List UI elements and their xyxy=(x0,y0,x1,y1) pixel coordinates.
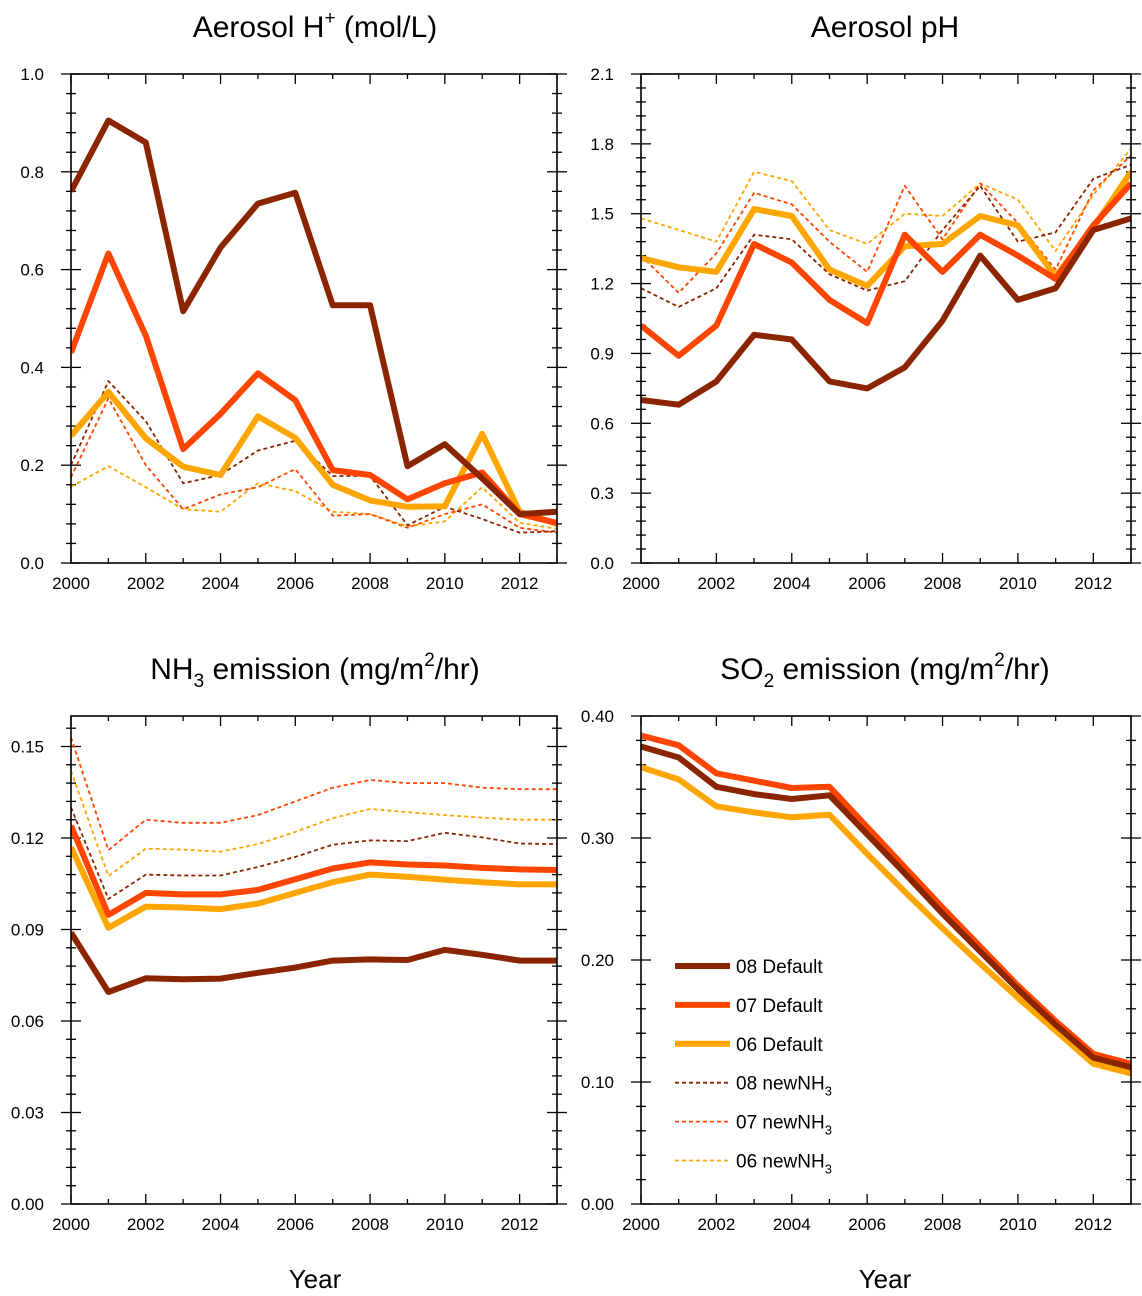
y-tick-label: 0.6 xyxy=(590,414,614,433)
y-tick-label: 0.6 xyxy=(20,261,44,280)
y-tick-label: 0.2 xyxy=(20,456,44,475)
series-group xyxy=(71,737,557,992)
x-tick-label: 2004 xyxy=(773,574,811,593)
y-tick-label: 0.8 xyxy=(20,163,44,182)
tick-marks xyxy=(631,716,1141,1204)
x-tick-label: 2004 xyxy=(202,1215,240,1234)
legend-item: 07 Default xyxy=(675,996,823,1017)
legend-item: 07 newNH3 xyxy=(675,1113,832,1138)
legend-label: 07 Default xyxy=(736,996,823,1017)
legend-item: 08 newNH3 xyxy=(675,1074,832,1099)
y-tick-label: 0.30 xyxy=(581,829,614,848)
x-tick-label: 2008 xyxy=(351,1215,389,1234)
x-tick-label: 2010 xyxy=(426,1215,464,1234)
series-line-08-default xyxy=(71,121,557,515)
x-tick-label: 2012 xyxy=(501,1215,539,1234)
x-tick-label: 2012 xyxy=(1074,574,1112,593)
x-axis-label-so2: Year xyxy=(859,1264,912,1294)
legend-item: 06 Default xyxy=(675,1035,823,1056)
y-tick-label: 0.0 xyxy=(590,554,614,573)
panel-nh3-emission: 2000 2002 2004 2006 2008 2010 2012 0.00 0.03 0.06… xyxy=(11,716,567,1234)
y-tick-label: 0.03 xyxy=(11,1104,44,1123)
x-tick-label: 2002 xyxy=(697,574,735,593)
x-tick-label: 2010 xyxy=(999,1215,1037,1234)
legend: 08 Default 07 Default 06 Default 08 newNH3 0… xyxy=(675,957,832,1177)
panel-so2-emission: 2000 2002 2004 2006 2008 2010 2012 0.00 0.10 0.20… xyxy=(581,707,1141,1234)
x-tick-label: 2006 xyxy=(848,574,886,593)
series-group xyxy=(71,121,557,533)
plot-frame xyxy=(641,716,1131,1204)
y-tick-label: 0.9 xyxy=(590,344,614,363)
legend-label: 06 Default xyxy=(736,1035,823,1056)
x-tick-label: 2002 xyxy=(127,1215,165,1234)
x-tick-label: 2000 xyxy=(52,574,90,593)
panel-aerosol-ph: 2000 2002 2004 2006 2008 2010 2012 0.0 0.3 0.6 0.9… xyxy=(590,65,1141,593)
plot-frame xyxy=(641,74,1131,563)
x-tick-label: 2000 xyxy=(52,1215,90,1234)
tick-marks xyxy=(631,74,1141,563)
x-tick-label: 2006 xyxy=(848,1215,886,1234)
y-tick-label: 0.10 xyxy=(581,1073,614,1092)
legend-label: 06 newNH3 xyxy=(736,1152,832,1177)
y-tick-label: 1.8 xyxy=(590,135,614,154)
plot-frame xyxy=(71,716,557,1204)
y-tick-label: 0.12 xyxy=(11,829,44,848)
x-axis-label-nh3: Year xyxy=(289,1264,342,1294)
panel-aerosol-hplus: 2000 2002 2004 2006 2008 2010 2012 0.0 0.2 0.4 0.6… xyxy=(20,65,567,593)
legend-label: 08 Default xyxy=(736,957,823,978)
series-line-07-newnh3 xyxy=(71,737,557,850)
x-tick-label: 2012 xyxy=(1074,1215,1112,1234)
series-line-07-default xyxy=(71,826,557,915)
x-tick-label: 2006 xyxy=(276,574,314,593)
y-tick-label: 0.09 xyxy=(11,921,44,940)
y-tick-label: 1.2 xyxy=(590,275,614,294)
legend-label: 08 newNH3 xyxy=(736,1074,832,1099)
series-line-06-newnh3 xyxy=(641,149,1131,252)
panel-title-hplus: Aerosol H+ (mol/L) xyxy=(193,8,438,44)
tick-marks xyxy=(61,716,567,1204)
y-tick-label: 0.40 xyxy=(581,707,614,726)
y-tick-label: 2.1 xyxy=(590,65,614,84)
x-tick-label: 2000 xyxy=(622,1215,660,1234)
x-tick-label: 2004 xyxy=(202,574,240,593)
x-tick-label: 2002 xyxy=(127,574,165,593)
legend-item: 08 Default xyxy=(675,957,823,978)
y-tick-label: 0.0 xyxy=(20,554,44,573)
x-tick-label: 2012 xyxy=(501,574,539,593)
legend-label: 07 newNH3 xyxy=(736,1113,832,1138)
x-tick-label: 2006 xyxy=(276,1215,314,1234)
y-tick-label: 0.4 xyxy=(20,358,44,377)
series-group xyxy=(641,149,1131,405)
series-line-06-newnh3 xyxy=(71,771,557,876)
x-tick-label: 2008 xyxy=(924,574,962,593)
x-tick-label: 2008 xyxy=(351,574,389,593)
y-tick-label: 1.0 xyxy=(20,65,44,84)
y-tick-label: 0.00 xyxy=(11,1195,44,1214)
panel-title-ph: Aerosol pH xyxy=(811,11,959,44)
series-line-06-default xyxy=(71,392,557,524)
x-tick-label: 2000 xyxy=(622,574,660,593)
series-line-08-default xyxy=(641,218,1131,404)
x-tick-label: 2010 xyxy=(999,574,1037,593)
legend-item: 06 newNH3 xyxy=(675,1152,832,1177)
panel-title-so2: SO2 emission (mg/m2/hr) xyxy=(720,650,1050,692)
y-tick-label: 0.15 xyxy=(11,738,44,757)
y-tick-label: 0.00 xyxy=(581,1195,614,1214)
y-tick-label: 0.3 xyxy=(590,484,614,503)
series-line-06-default xyxy=(71,847,557,928)
y-tick-label: 0.20 xyxy=(581,951,614,970)
panel-title-nh3: NH3 emission (mg/m2/hr) xyxy=(150,650,480,692)
y-tick-label: 0.06 xyxy=(11,1012,44,1031)
x-tick-label: 2002 xyxy=(697,1215,735,1234)
y-tick-label: 1.5 xyxy=(590,205,614,224)
x-tick-label: 2010 xyxy=(426,574,464,593)
x-tick-label: 2004 xyxy=(773,1215,811,1234)
x-tick-label: 2008 xyxy=(924,1215,962,1234)
series-group xyxy=(641,736,1131,1074)
series-line-08-default xyxy=(71,933,557,992)
